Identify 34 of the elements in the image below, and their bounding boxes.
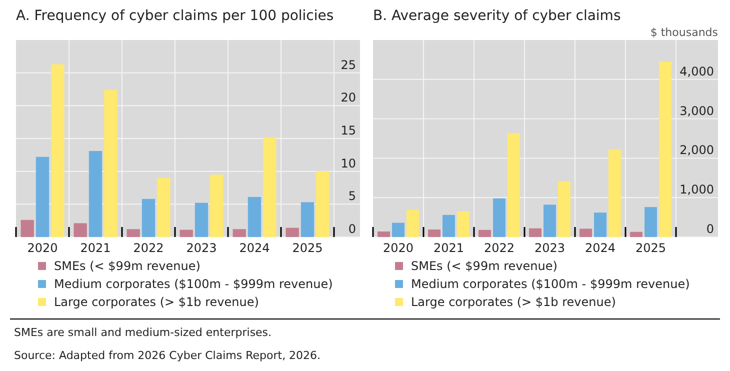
- y-axis-title: $ thousands: [650, 26, 718, 39]
- x-tick-label: 2024: [584, 241, 616, 255]
- x-tick-label: 2022: [484, 241, 515, 255]
- legend-label: Large corporates (> $1b revenue): [411, 295, 616, 309]
- source-note: Source: Adapted from 2026 Cyber Claims Report, 2026.: [14, 349, 321, 362]
- x-tick-label: 2020: [382, 241, 414, 255]
- y-tick-label: 2,000: [680, 143, 714, 158]
- x-tick-label: 2024: [239, 241, 270, 255]
- y-tick-label: 10: [340, 156, 356, 170]
- legend-label: Medium corporates ($100m - $999m revenue): [54, 277, 333, 291]
- chart-title: B. Average severity of cyber claims: [373, 8, 621, 24]
- x-tick-label: 2022: [133, 241, 164, 255]
- x-tick-label: 2025: [292, 241, 323, 255]
- text: SMEs are small and medium-sized enterprises.: [14, 326, 272, 339]
- x-tick-label: 2020: [27, 241, 58, 255]
- y-tick-label: 0: [348, 222, 356, 236]
- legend-label: SMEs (< $99m revenue): [411, 259, 558, 273]
- y-tick-label: 20: [340, 90, 356, 105]
- x-tick-label: 2023: [534, 241, 566, 255]
- y-tick-label: 4,000: [680, 64, 714, 78]
- chart-title: A. Frequency of cyber claims per 100 policies: [16, 8, 334, 24]
- legend-label: Large corporates (> $1b revenue): [54, 295, 259, 309]
- x-tick-label: 2021: [433, 241, 464, 255]
- y-tick-label: 1,000: [680, 182, 714, 197]
- y-tick-label: 5: [348, 189, 356, 204]
- y-tick-label: 0: [706, 222, 714, 236]
- y-tick-label: 15: [340, 124, 356, 138]
- x-tick-label: 2023: [186, 241, 217, 255]
- x-tick-label: 2021: [80, 241, 111, 255]
- x-tick-label: 2025: [635, 241, 666, 255]
- legend-label: SMEs (< $99m revenue): [54, 259, 200, 273]
- y-tick-label: 3,000: [680, 104, 714, 118]
- y-tick-label: 25: [340, 58, 356, 72]
- legend-label: Medium corporates ($100m - $999m revenue): [411, 277, 690, 291]
